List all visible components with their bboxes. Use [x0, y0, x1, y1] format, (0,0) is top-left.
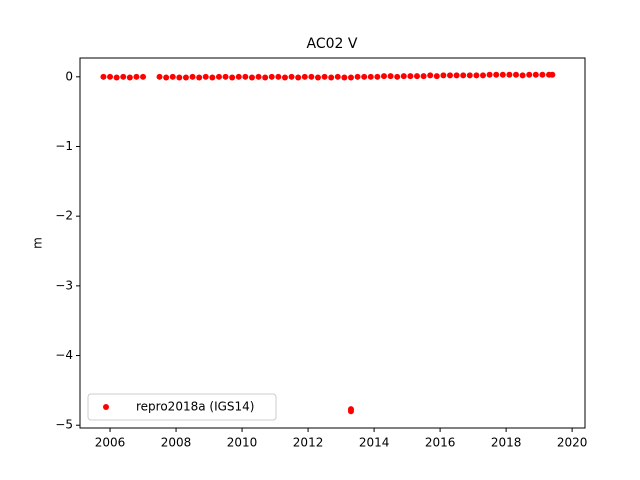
data-point [321, 73, 328, 80]
data-point [440, 72, 447, 79]
data-point [532, 71, 539, 78]
data-point [341, 74, 348, 81]
data-point [499, 71, 506, 78]
data-point [301, 73, 308, 80]
data-point [248, 74, 255, 81]
data-point [133, 73, 140, 80]
y-tick-label: −1 [55, 139, 73, 153]
y-axis-label: m [31, 237, 45, 249]
data-point [222, 73, 229, 80]
data-point [255, 73, 262, 80]
x-tick-label: 2020 [557, 436, 588, 450]
data-point [169, 73, 176, 80]
data-point [380, 73, 387, 80]
x-tick-label: 2018 [491, 436, 522, 450]
x-tick-label: 2008 [161, 436, 192, 450]
y-tick-label: −3 [55, 278, 73, 292]
x-tick-label: 2016 [425, 436, 456, 450]
data-point [549, 71, 556, 78]
data-point [107, 73, 114, 80]
data-point [242, 73, 249, 80]
data-point [347, 74, 354, 81]
data-point [539, 71, 546, 78]
data-point [182, 74, 189, 81]
x-tick-label: 2006 [95, 436, 126, 450]
data-point [113, 74, 120, 81]
data-point [196, 74, 203, 81]
data-point [126, 74, 133, 81]
chart-title: AC02 V [307, 36, 358, 52]
data-point [400, 73, 407, 80]
data-point [281, 74, 288, 81]
data-point [262, 74, 269, 81]
data-point [486, 71, 493, 78]
data-point [374, 73, 381, 80]
data-point [176, 74, 183, 81]
data-point [460, 72, 467, 79]
data-point [453, 72, 460, 79]
data-point [519, 72, 526, 79]
data-point [466, 72, 473, 79]
data-point [120, 73, 127, 80]
data-point [209, 74, 216, 81]
data-point [189, 73, 196, 80]
data-point [308, 73, 315, 80]
data-point [433, 73, 440, 80]
data-point [215, 73, 222, 80]
y-tick-label: 0 [65, 69, 73, 83]
data-point [140, 73, 147, 80]
data-point [506, 71, 513, 78]
data-point [334, 73, 341, 80]
data-point [235, 73, 242, 80]
y-tick-label: −5 [55, 418, 73, 432]
data-point [275, 73, 282, 80]
data-point [202, 73, 209, 80]
x-tick-label: 2010 [227, 436, 258, 450]
data-point [493, 71, 500, 78]
legend-box [87, 393, 277, 421]
data-point [513, 71, 520, 78]
data-point [387, 73, 394, 80]
data-point [100, 73, 107, 80]
data-point [480, 72, 487, 79]
data-point [407, 73, 414, 80]
data-point [427, 72, 434, 79]
legend-marker [103, 404, 109, 410]
data-point [156, 73, 163, 80]
data-point [328, 74, 335, 81]
data-point [361, 73, 368, 80]
data-point [526, 71, 533, 78]
x-tick-label: 2012 [293, 436, 324, 450]
data-point [394, 73, 401, 80]
data-point [229, 74, 236, 81]
y-tick-label: −2 [55, 209, 73, 223]
data-point [268, 73, 275, 80]
data-point [295, 74, 302, 81]
data-point [473, 72, 480, 79]
legend-label: repro2018a (IGS14) [136, 400, 254, 414]
data-point [447, 72, 454, 79]
data-point [367, 73, 374, 80]
data-point [354, 73, 361, 80]
x-tick-label: 2014 [359, 436, 390, 450]
y-tick-label: −4 [55, 348, 73, 362]
data-point [163, 74, 170, 81]
data-point [288, 73, 295, 80]
data-point [413, 73, 420, 80]
data-point [314, 74, 321, 81]
data-point [347, 408, 354, 415]
data-point [420, 73, 427, 80]
plot-frame [79, 57, 586, 429]
